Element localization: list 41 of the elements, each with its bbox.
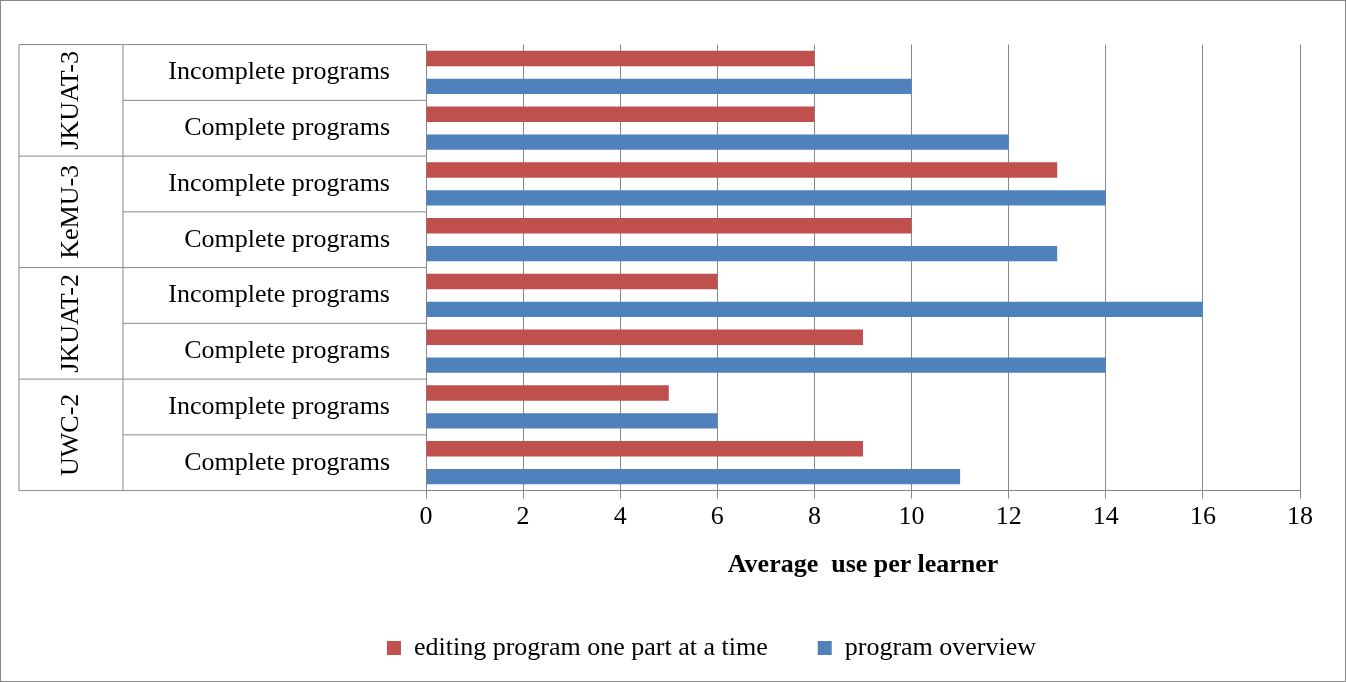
bar (426, 357, 1106, 373)
x-tick-label: 4 (613, 501, 627, 531)
bar (426, 246, 1058, 262)
x-axis-title: Average use per learner (727, 549, 999, 579)
bar (426, 134, 1009, 150)
y-tick-label: Complete programs (184, 223, 390, 253)
x-tick-label: 16 (1189, 501, 1216, 531)
bar (426, 50, 815, 67)
bar (426, 162, 1058, 178)
text: JKUAT-2 (54, 273, 84, 373)
x-tick-label: 12 (995, 501, 1022, 531)
legend-label: editing program one part at a time (413, 631, 768, 661)
x-tick-label: 10 (898, 501, 925, 531)
bar (426, 441, 863, 457)
bar (426, 385, 669, 401)
y-tick-label: Incomplete programs (168, 167, 390, 197)
y-tick-label: Incomplete programs (168, 56, 390, 86)
bar (426, 218, 912, 234)
bar (426, 301, 1203, 318)
x-tick-label: 14 (1092, 501, 1119, 531)
y-tick-label: Incomplete programs (168, 279, 390, 309)
legend-label: program overview (844, 631, 1037, 661)
x-tick-label: 18 (1287, 501, 1313, 531)
y-tick-label: Complete programs (184, 446, 390, 476)
text: KeMU-3 (54, 164, 84, 259)
bar (426, 273, 718, 290)
bar (426, 469, 961, 485)
y-tick-label: Complete programs (184, 112, 390, 142)
bar (426, 190, 1106, 206)
text: JKUAT-3 (54, 50, 84, 150)
bar (426, 78, 912, 95)
x-tick-label: 2 (516, 501, 530, 531)
y-tick-label: Complete programs (184, 335, 390, 365)
bar (426, 106, 815, 122)
text: UWC-2 (54, 393, 84, 477)
bar (426, 329, 863, 345)
x-tick-label: 8 (807, 501, 821, 531)
bar (426, 413, 718, 429)
x-tick-label: 0 (419, 501, 433, 531)
x-tick-label: 6 (710, 501, 724, 531)
y-tick-label: Incomplete programs (168, 390, 390, 420)
